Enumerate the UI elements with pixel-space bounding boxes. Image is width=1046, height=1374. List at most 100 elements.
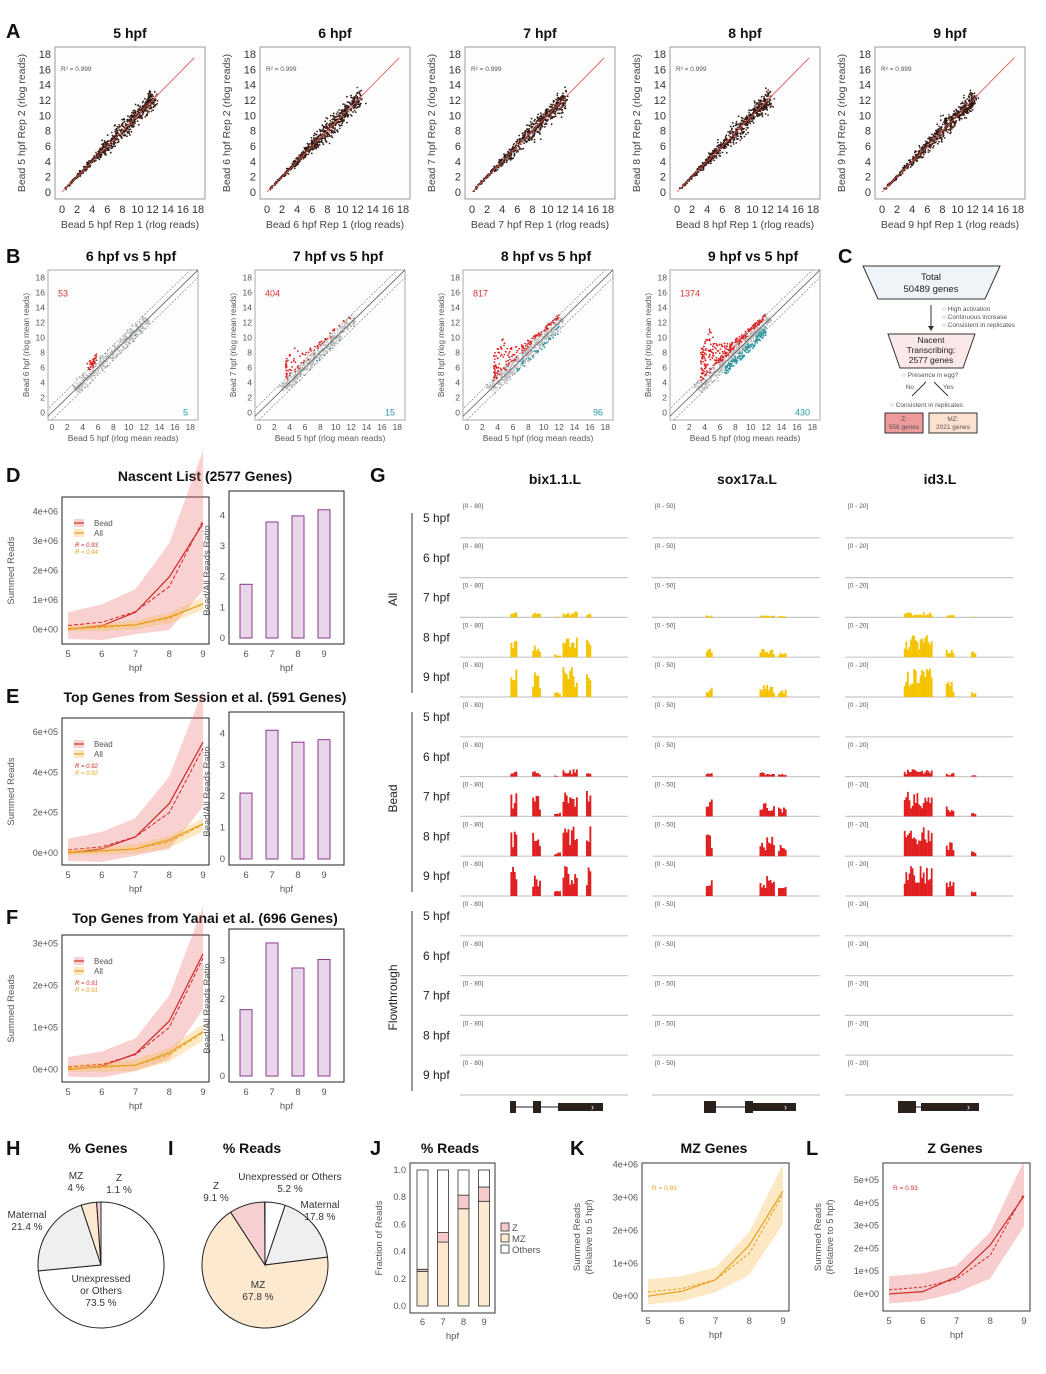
data-point — [556, 109, 558, 111]
data-point — [496, 386, 498, 389]
data-point — [322, 143, 325, 146]
up-point — [285, 363, 288, 366]
data-point — [285, 382, 288, 385]
y-axis-label: Bead 8 hpf Rep 2 (rlog reads) — [631, 54, 643, 192]
y-tick-label: 12 — [654, 95, 666, 107]
data-point — [939, 127, 942, 130]
data-point — [948, 114, 950, 116]
up-point — [307, 358, 310, 361]
data-point — [100, 156, 102, 158]
y-tick-label: 4 — [660, 156, 666, 168]
data-point — [325, 140, 328, 143]
data-point — [329, 119, 332, 122]
data-point — [938, 125, 940, 128]
data-point — [78, 169, 81, 172]
y-tick-label: 2 — [660, 172, 666, 184]
data-point — [537, 119, 540, 121]
data-point — [551, 112, 553, 115]
data-point — [561, 321, 564, 324]
data-point — [939, 136, 941, 139]
y-tick-label: 6 — [247, 363, 252, 373]
data-point — [331, 121, 334, 123]
x-tick-label: 0 — [674, 204, 680, 216]
x-tick-label: 6 — [719, 204, 725, 216]
data-point — [769, 106, 772, 108]
data-point — [353, 98, 355, 101]
data-point — [324, 350, 327, 352]
data-point — [84, 383, 87, 386]
x-tick-label: 8 — [119, 204, 125, 216]
data-point — [926, 142, 929, 145]
data-point — [912, 163, 914, 166]
data-point — [918, 144, 921, 147]
data-point — [281, 383, 284, 385]
y-tick-label: 16 — [39, 64, 51, 76]
data-point — [303, 157, 305, 159]
data-point — [954, 124, 956, 127]
data-point — [742, 117, 744, 120]
subplot-title: 7 hpf — [523, 25, 557, 41]
data-point — [715, 157, 718, 159]
data-point — [520, 148, 523, 151]
r-squared-label: R² = 0.999 — [676, 66, 707, 73]
data-point — [149, 96, 151, 99]
data-point — [310, 139, 313, 142]
data-point — [537, 338, 539, 340]
data-point — [336, 115, 339, 118]
data-point — [105, 354, 108, 357]
data-point — [541, 125, 544, 128]
data-point — [311, 148, 313, 151]
data-point — [528, 124, 530, 127]
data-point — [134, 114, 137, 117]
data-point — [305, 147, 308, 150]
x-tick-label: 12 — [557, 204, 569, 216]
fit-line — [61, 57, 195, 193]
data-point — [339, 121, 341, 124]
data-point — [764, 93, 767, 96]
data-point — [342, 120, 345, 122]
data-point — [513, 150, 515, 153]
panel-a-subplot: 5 hpf002244668810101212141416161818Bead … — [16, 25, 206, 231]
data-point — [79, 175, 81, 178]
up-point — [88, 368, 91, 371]
data-point — [973, 99, 976, 102]
data-point — [947, 131, 949, 134]
data-point — [936, 123, 939, 126]
up-point — [297, 367, 300, 370]
data-point — [907, 159, 910, 162]
data-point — [731, 127, 733, 130]
up-count-label: 53 — [58, 289, 68, 299]
y-tick-label: 6 — [250, 141, 256, 153]
data-point — [95, 154, 98, 156]
data-point — [556, 107, 559, 110]
data-point — [512, 368, 515, 371]
data-point — [932, 145, 935, 148]
x-tick-label: 8 — [318, 422, 323, 432]
data-point — [315, 142, 318, 145]
data-point — [535, 122, 538, 124]
data-point — [333, 118, 336, 121]
data-point — [745, 129, 748, 131]
data-point — [149, 92, 151, 95]
data-point — [302, 150, 305, 153]
r-squared-label: R² = 0.999 — [881, 66, 912, 73]
data-point — [334, 131, 337, 134]
data-point — [137, 108, 140, 110]
data-point — [732, 125, 735, 128]
data-point — [560, 112, 563, 114]
data-point — [522, 134, 524, 137]
x-tick-label: 0 — [59, 204, 65, 216]
data-point — [110, 138, 113, 141]
data-point — [548, 109, 551, 112]
up-point — [291, 366, 293, 368]
x-tick-label: 8 — [734, 204, 740, 216]
data-point — [715, 155, 718, 158]
data-point — [702, 168, 705, 171]
y-tick-label: 2 — [40, 393, 45, 403]
data-point — [312, 354, 314, 357]
data-point — [321, 133, 324, 136]
data-point — [123, 120, 126, 123]
data-point — [759, 110, 762, 113]
data-point — [332, 112, 335, 115]
